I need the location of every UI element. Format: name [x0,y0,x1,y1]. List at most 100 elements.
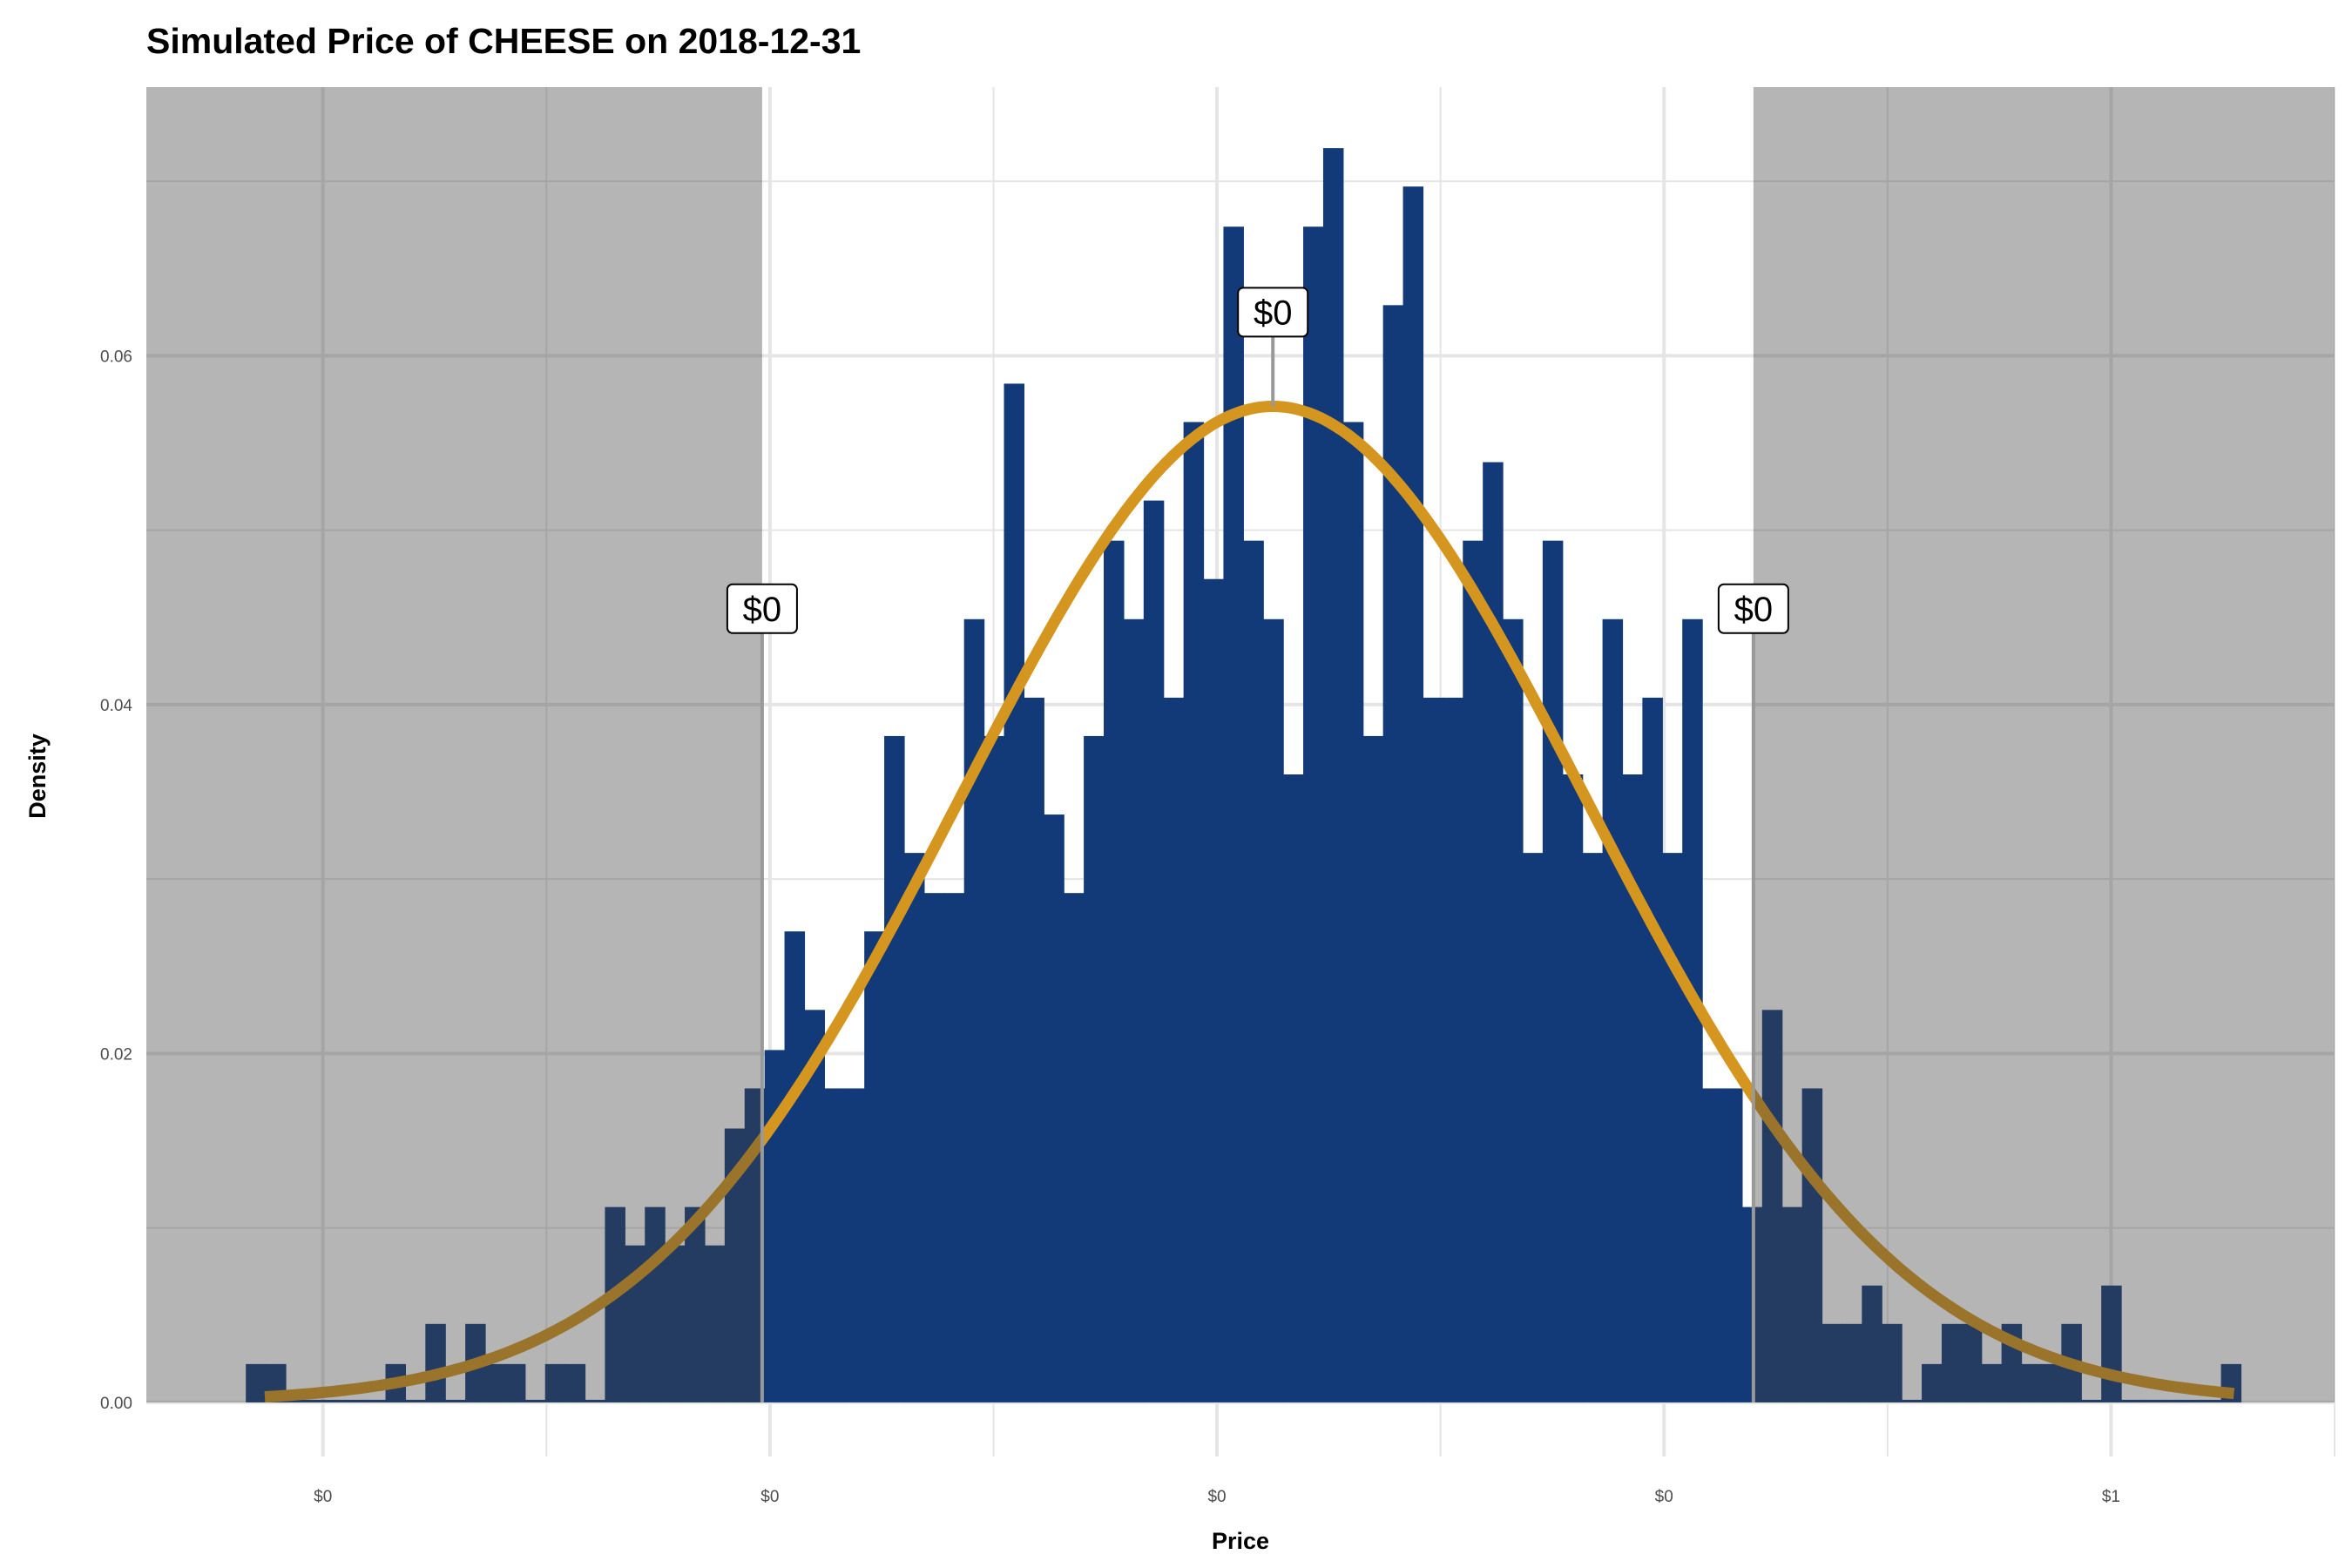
histogram-bar [585,1399,606,1402]
histogram-bar [365,1399,387,1402]
lower-quantile-label: $0 [743,591,782,629]
histogram-bar [1104,540,1125,1402]
lower-quantile-label-box [726,583,798,634]
histogram-bar [1024,697,1044,1402]
histogram-bar [1423,697,1443,1402]
shaded-tail-region [1753,87,2335,1402]
histogram-bar [1004,383,1025,1402]
histogram-bar [2021,1363,2043,1402]
histogram-bar [1941,1323,1963,1402]
histogram-bar [804,1010,825,1402]
histogram-bar [405,1399,426,1402]
histogram-bar [1243,540,1264,1402]
histogram-bar [2081,1399,2102,1402]
histogram-bar [1842,1323,1862,1402]
histogram-bar [1662,853,1683,1402]
histogram-bar [943,893,965,1402]
histogram-bar [285,1399,307,1402]
histogram-bar [1722,1088,1743,1402]
histogram-bar [1143,500,1165,1402]
histogram-bar [305,1399,327,1402]
histogram-bar [2041,1363,2062,1402]
histogram-bar [963,618,985,1402]
histogram-bar [605,1206,625,1402]
histogram-bar [784,931,806,1402]
histogram-bar [2200,1399,2222,1402]
histogram-bar [824,1088,845,1402]
annotations: $0 $0 $0 [726,287,1789,1402]
histogram-bar [1322,148,1344,1402]
histogram-bar [1682,618,1703,1402]
histogram-bar [1342,422,1364,1402]
histogram-bar [1382,305,1404,1402]
x-tick-label: $0 [1655,1488,1673,1506]
shaded-tail-region [146,87,762,1402]
histogram-bar [1981,1363,2003,1402]
histogram-bar [1123,618,1145,1402]
histogram-bar [1882,1323,1903,1402]
histogram-bar [1044,814,1064,1402]
histogram-bar [504,1363,526,1402]
histogram-bar [445,1399,466,1402]
histogram-bar [1562,774,1584,1402]
mean-label: $0 [1254,294,1293,332]
histogram-bar [544,1363,566,1402]
histogram-bar [1781,1206,1803,1402]
chart-title: Simulated Price of CHEESE on 2018-12-31 [146,21,862,61]
histogram-bar [1642,697,1663,1402]
histogram-bar [1582,853,1604,1402]
histogram-bar [1303,226,1324,1402]
histogram-bar [884,735,905,1402]
histogram-bar [744,1088,766,1402]
histogram-bar [1163,697,1185,1402]
upper-quantile-label: $0 [1734,591,1774,629]
histogram-bar [1602,618,1624,1402]
histogram-bar [665,1245,686,1402]
axes: 0.00 0.02 0.04 0.06 $0 $0 $0 $0 $1 [100,348,2120,1506]
histogram-bar [1483,462,1504,1402]
x-tick-label: $0 [314,1488,332,1506]
histogram-bar [1463,540,1484,1402]
histogram-bar [1223,226,1244,1402]
y-tick-label: 0.02 [100,1045,132,1064]
histogram-bar [485,1363,506,1402]
x-tick-label: $1 [2102,1488,2120,1506]
histogram-bar [2121,1399,2142,1402]
histogram-bar [1862,1285,1882,1402]
histogram-bar [564,1363,586,1402]
histogram-bar [246,1363,267,1402]
histogram-bar [1622,774,1643,1402]
tail-shading [146,87,2335,1402]
y-tick-label: 0.04 [100,697,132,715]
normal-curve-layer [264,401,2235,1402]
histogram-bar [1542,540,1564,1402]
mean-label-box [1237,287,1309,338]
histogram-bar [903,853,925,1402]
histogram-bar [685,1206,706,1402]
histogram-bar [345,1399,367,1402]
y-tick-label: 0.00 [100,1395,132,1413]
histogram-bar [2160,1399,2182,1402]
histogram-bar [1922,1363,1943,1402]
histogram-bar [1522,853,1544,1402]
histogram-bar [1503,618,1524,1402]
histogram-bar [524,1399,546,1402]
y-axis-title: Density [24,733,51,819]
histogram-bar [704,1245,726,1402]
histogram-bar [1203,578,1225,1402]
histogram-bar [1961,1323,1983,1402]
histogram-bar [844,1088,865,1402]
histogram-bar [2180,1399,2202,1402]
histogram-bar [923,893,945,1402]
histogram-bars [246,148,2242,1402]
x-tick-label: $0 [1207,1488,1226,1506]
histogram-bar [1821,1323,1843,1402]
histogram-bar [1702,1088,1723,1402]
histogram-bar [1084,735,1105,1402]
normal-density-curve [264,401,2235,1402]
histogram-bar [864,931,885,1402]
histogram-bar [1443,697,1463,1402]
histogram-bar [1263,618,1284,1402]
histogram-bar [983,735,1005,1402]
